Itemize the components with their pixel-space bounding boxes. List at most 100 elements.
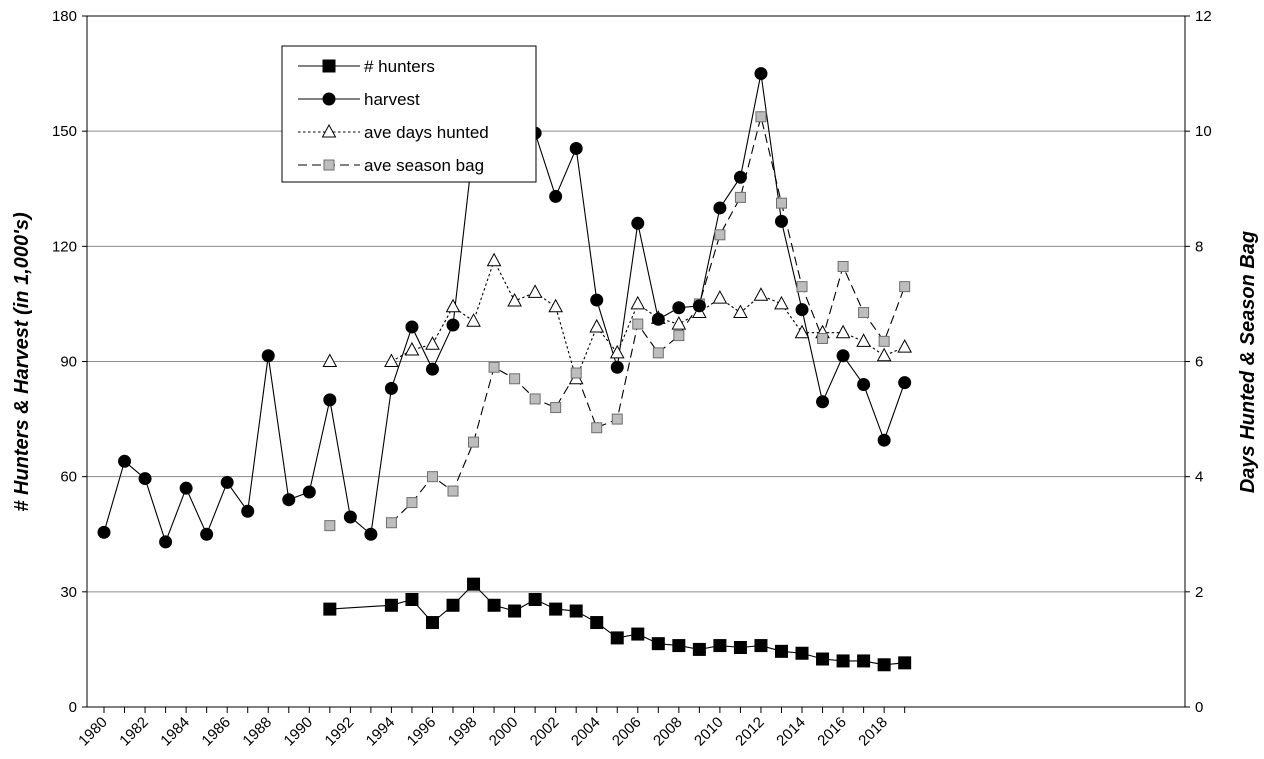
data-point-ave-days-hunted xyxy=(712,290,728,304)
y2-tick-label: 12 xyxy=(1195,8,1212,25)
data-point-hunters xyxy=(754,639,768,653)
y2-tick-label: 2 xyxy=(1195,584,1203,601)
data-point-ave-season-bag xyxy=(734,191,746,203)
data-point-ave-season-bag xyxy=(447,485,459,497)
data-point-hunters xyxy=(651,637,665,651)
y-axis-title: # Hunters & Harvest (in 1,000's) xyxy=(11,212,33,512)
data-point-ave-days-hunted xyxy=(774,295,789,310)
legend-marker xyxy=(322,92,336,106)
data-point-ave-season-bag xyxy=(468,436,480,448)
data-point-ave-days-hunted xyxy=(466,313,481,327)
data-point-hunters xyxy=(672,639,686,653)
data-point-harvest xyxy=(384,381,398,395)
data-point-harvest xyxy=(179,481,193,495)
data-point-ave-season-bag xyxy=(837,260,849,272)
data-point-harvest xyxy=(343,510,357,524)
y-tick-label: 180 xyxy=(52,8,77,25)
data-point-hunters xyxy=(898,656,912,670)
data-point-harvest xyxy=(692,299,706,313)
data-point-harvest xyxy=(97,525,111,539)
data-point-harvest xyxy=(733,170,747,184)
data-point-hunters xyxy=(569,604,583,618)
y-tick-label: 60 xyxy=(60,469,77,486)
data-point-ave-days-hunted xyxy=(445,298,461,313)
legend-marker xyxy=(323,159,335,171)
data-point-ave-days-hunted xyxy=(753,287,769,301)
y-tick-label: 120 xyxy=(52,238,77,255)
data-point-harvest xyxy=(159,535,173,549)
data-point-harvest xyxy=(241,504,255,518)
data-point-hunters xyxy=(508,604,522,618)
data-point-harvest xyxy=(651,312,665,326)
y-tick-label: 150 xyxy=(52,123,77,140)
data-point-ave-season-bag xyxy=(796,281,808,293)
data-point-ave-days-hunted xyxy=(322,353,338,367)
data-point-harvest xyxy=(405,320,419,334)
data-point-harvest xyxy=(610,360,624,374)
y-tick-label: 90 xyxy=(60,354,77,371)
legend-label: harvest xyxy=(364,90,420,109)
data-point-hunters xyxy=(323,602,337,616)
data-point-ave-days-hunted xyxy=(856,333,871,347)
data-point-ave-season-bag xyxy=(426,471,438,483)
data-point-ave-season-bag xyxy=(509,373,521,385)
data-point-hunters xyxy=(610,631,624,645)
y2-tick-label: 4 xyxy=(1195,469,1203,486)
data-point-ave-season-bag xyxy=(858,307,870,319)
data-point-ave-season-bag xyxy=(324,520,336,532)
data-point-ave-days-hunted xyxy=(897,339,913,353)
data-point-harvest xyxy=(220,475,234,489)
data-point-harvest xyxy=(302,485,316,499)
data-point-ave-season-bag xyxy=(406,497,418,509)
data-point-harvest xyxy=(118,454,132,468)
data-point-harvest xyxy=(754,67,768,81)
data-point-hunters xyxy=(836,654,850,668)
y-tick-label: 0 xyxy=(69,699,77,716)
data-point-harvest xyxy=(549,189,563,203)
data-point-ave-days-hunted xyxy=(876,347,892,362)
legend-label: ave season bag xyxy=(364,156,484,175)
data-point-harvest xyxy=(446,318,460,332)
data-point-hunters xyxy=(590,616,604,630)
data-point-ave-season-bag xyxy=(899,281,911,293)
data-point-harvest xyxy=(713,201,727,215)
legend: # hunters harvest ave days hunted ave seaso… xyxy=(281,45,537,183)
data-point-ave-days-hunted xyxy=(384,353,399,367)
data-point-hunters xyxy=(487,598,501,612)
data-point-harvest xyxy=(898,376,912,390)
data-point-ave-days-hunted xyxy=(589,318,605,333)
data-point-ave-season-bag xyxy=(878,335,890,347)
data-point-ave-days-hunted xyxy=(527,284,543,298)
data-point-ave-season-bag xyxy=(632,318,644,330)
legend-label: # hunters xyxy=(364,57,435,76)
legend-marker xyxy=(321,123,337,138)
data-point-ave-days-hunted xyxy=(425,336,440,350)
data-point-hunters xyxy=(425,616,439,630)
data-point-harvest xyxy=(877,433,891,447)
data-point-hunters xyxy=(877,658,891,672)
y2-tick-label: 6 xyxy=(1195,354,1203,371)
data-point-ave-season-bag xyxy=(611,413,623,425)
data-point-harvest xyxy=(590,293,604,307)
data-point-ave-days-hunted xyxy=(794,324,810,339)
data-point-ave-days-hunted xyxy=(486,252,502,267)
legend-label: ave days hunted xyxy=(364,123,489,142)
data-point-ave-season-bag xyxy=(591,422,603,434)
data-point-harvest xyxy=(816,395,830,409)
data-point-ave-season-bag xyxy=(817,332,829,344)
data-point-ave-days-hunted xyxy=(630,295,646,310)
data-point-ave-season-bag xyxy=(755,111,767,123)
data-point-ave-season-bag xyxy=(775,197,787,209)
y2-axis-title: Days Hunted & Season Bag xyxy=(1237,231,1259,493)
data-point-ave-season-bag xyxy=(550,402,562,414)
data-point-hunters xyxy=(816,652,830,666)
data-point-hunters xyxy=(733,640,747,654)
data-point-harvest xyxy=(631,216,645,230)
data-point-hunters xyxy=(528,593,542,607)
data-point-harvest xyxy=(857,378,871,392)
data-point-harvest xyxy=(569,141,583,155)
data-point-ave-days-hunted xyxy=(835,324,851,339)
